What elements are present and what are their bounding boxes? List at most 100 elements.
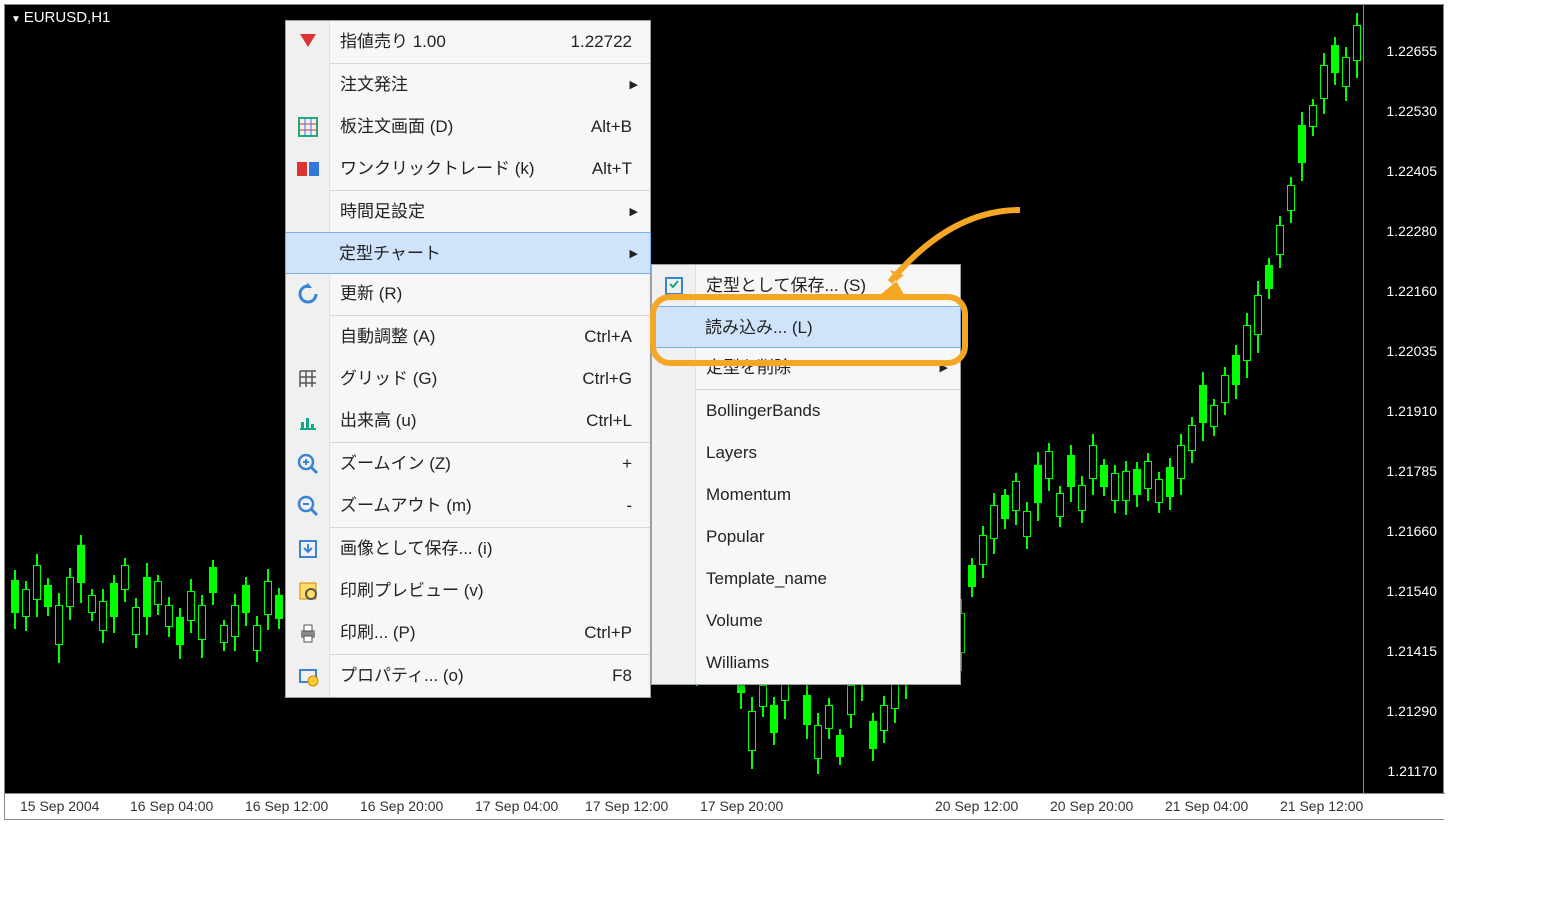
menu-item-label: 定型を削除 — [706, 358, 791, 377]
sell-icon — [296, 30, 320, 54]
gridlines-icon — [296, 367, 320, 391]
menu-item[interactable]: 注文発注 ▶ — [286, 64, 650, 106]
menu-item[interactable]: BollingerBands — [652, 390, 960, 432]
menu-item[interactable]: Volume — [652, 600, 960, 642]
menu-item-label: 更新 (R) — [340, 284, 402, 303]
menu-item[interactable]: 読み込み... (L) — [651, 306, 961, 348]
price-tick: 1.21540 — [1386, 583, 1437, 599]
preview-icon — [296, 579, 320, 603]
menu-item-label: Volume — [706, 611, 763, 630]
menu-item[interactable]: ズームアウト (m) - — [286, 485, 650, 527]
savetpl-icon — [662, 274, 686, 298]
menu-item-label: 指値売り 1.00 — [340, 32, 446, 51]
menu-item-label: 定型チャート — [339, 244, 441, 263]
menu-item-label: 注文発注 — [340, 75, 408, 94]
time-tick: 15 Sep 2004 — [20, 798, 99, 814]
menu-item-label: ワンクリックトレード (k) — [340, 159, 535, 178]
menu-shortcut: Ctrl+L — [586, 400, 632, 442]
time-tick: 16 Sep 20:00 — [360, 798, 443, 814]
menu-shortcut: Ctrl+A — [584, 316, 632, 358]
time-tick: 17 Sep 12:00 — [585, 798, 668, 814]
price-tick: 1.22655 — [1386, 43, 1437, 59]
price-tick: 1.21785 — [1386, 463, 1437, 479]
menu-item[interactable]: 定型チャート ▶ — [285, 232, 651, 274]
price-tick: 1.21415 — [1386, 643, 1437, 659]
menu-item-label: 時間足設定 — [340, 202, 425, 221]
time-tick: 21 Sep 12:00 — [1280, 798, 1363, 814]
price-axis: 1.226551.225301.224051.222801.221601.220… — [1363, 5, 1443, 795]
menu-item-label: グリッド (G) — [340, 369, 437, 388]
zoomin-icon — [296, 452, 320, 476]
submenu-template[interactable]: 定型として保存... (S) 読み込み... (L) 定型を削除 ▶ Bollinger… — [651, 264, 961, 685]
menu-shortcut: 1.22722 — [571, 21, 632, 63]
menu-item[interactable]: グリッド (G) Ctrl+G — [286, 358, 650, 400]
menu-item-label: Layers — [706, 443, 757, 462]
price-tick: 1.21170 — [1387, 763, 1437, 779]
menu-item[interactable]: Layers — [652, 432, 960, 474]
menu-item-label: 画像として保存... (i) — [340, 539, 492, 558]
print-icon — [296, 621, 320, 645]
submenu-arrow-icon: ▶ — [630, 64, 638, 106]
volume-icon — [296, 409, 320, 433]
menu-item[interactable]: 自動調整 (A) Ctrl+A — [286, 316, 650, 358]
menu-item-label: プロパティ... (o) — [340, 666, 464, 685]
menu-shortcut: Ctrl+G — [582, 358, 632, 400]
menu-item-label: 自動調整 (A) — [340, 327, 435, 346]
submenu-arrow-icon: ▶ — [630, 191, 638, 233]
time-tick: 17 Sep 04:00 — [475, 798, 558, 814]
time-axis: 15 Sep 200416 Sep 04:0016 Sep 12:0016 Se… — [5, 793, 1445, 819]
oneclick-icon — [296, 157, 320, 181]
menu-item[interactable]: 板注文画面 (D) Alt+B — [286, 106, 650, 148]
menu-item[interactable]: Williams — [652, 642, 960, 684]
menu-shortcut: Alt+T — [592, 148, 632, 190]
time-tick: 16 Sep 04:00 — [130, 798, 213, 814]
menu-item[interactable]: 時間足設定 ▶ — [286, 191, 650, 233]
price-tick: 1.21660 — [1386, 523, 1437, 539]
price-tick: 1.21910 — [1386, 403, 1437, 419]
menu-item-label: Williams — [706, 653, 769, 672]
submenu-arrow-icon: ▶ — [630, 233, 638, 275]
menu-shortcut: Ctrl+P — [584, 612, 632, 654]
refresh-icon — [296, 282, 320, 306]
price-tick: 1.21290 — [1386, 703, 1437, 719]
menu-item[interactable]: 更新 (R) — [286, 273, 650, 315]
menu-item-label: Momentum — [706, 485, 791, 504]
menu-item[interactable]: 印刷プレビュー (v) — [286, 570, 650, 612]
saveimg-icon — [296, 537, 320, 561]
submenu-arrow-icon: ▶ — [940, 347, 948, 389]
menu-item[interactable]: プロパティ... (o)F8 — [286, 655, 650, 697]
zoomout-icon — [296, 494, 320, 518]
menu-item[interactable]: ワンクリックトレード (k) Alt+T — [286, 148, 650, 190]
menu-item[interactable]: ズームイン (Z)+ — [286, 443, 650, 485]
menu-item-label: Popular — [706, 527, 765, 546]
time-tick: 17 Sep 20:00 — [700, 798, 783, 814]
menu-item[interactable]: 画像として保存... (i) — [286, 528, 650, 570]
menu-item-label: 板注文画面 (D) — [340, 117, 453, 136]
price-tick: 1.22160 — [1386, 283, 1437, 299]
menu-item-label: 読み込み... (L) — [705, 318, 813, 337]
chart-title: EURUSD,H1 — [11, 9, 110, 26]
menu-item[interactable]: Momentum — [652, 474, 960, 516]
menu-item-label: 定型として保存... (S) — [706, 276, 866, 295]
menu-item-label: ズームイン (Z) — [340, 454, 451, 473]
context-menu[interactable]: 指値売り 1.001.22722注文発注▶板注文画面 (D)Alt+Bワンクリッ… — [285, 20, 651, 698]
menu-item-label: ズームアウト (m) — [340, 496, 472, 515]
props-icon — [296, 664, 320, 688]
price-tick: 1.22280 — [1386, 223, 1437, 239]
menu-item[interactable]: 定型として保存... (S) — [652, 265, 960, 307]
grid-icon — [296, 115, 320, 139]
menu-item-label: BollingerBands — [706, 401, 820, 420]
menu-item-label: 印刷... (P) — [340, 623, 416, 642]
menu-item[interactable]: Template_name — [652, 558, 960, 600]
menu-item[interactable]: 指値売り 1.00 1.22722 — [286, 21, 650, 63]
menu-item[interactable]: Popular — [652, 516, 960, 558]
menu-shortcut: - — [626, 485, 632, 527]
menu-item[interactable]: 印刷... (P) Ctrl+P — [286, 612, 650, 654]
menu-item-label: 出来高 (u) — [340, 411, 417, 430]
price-tick: 1.22035 — [1386, 343, 1437, 359]
menu-item-label: 印刷プレビュー (v) — [340, 581, 484, 600]
time-tick: 21 Sep 04:00 — [1165, 798, 1248, 814]
menu-shortcut: Alt+B — [591, 106, 632, 148]
menu-item[interactable]: 出来高 (u) Ctrl+L — [286, 400, 650, 442]
menu-item[interactable]: 定型を削除 ▶ — [652, 347, 960, 389]
